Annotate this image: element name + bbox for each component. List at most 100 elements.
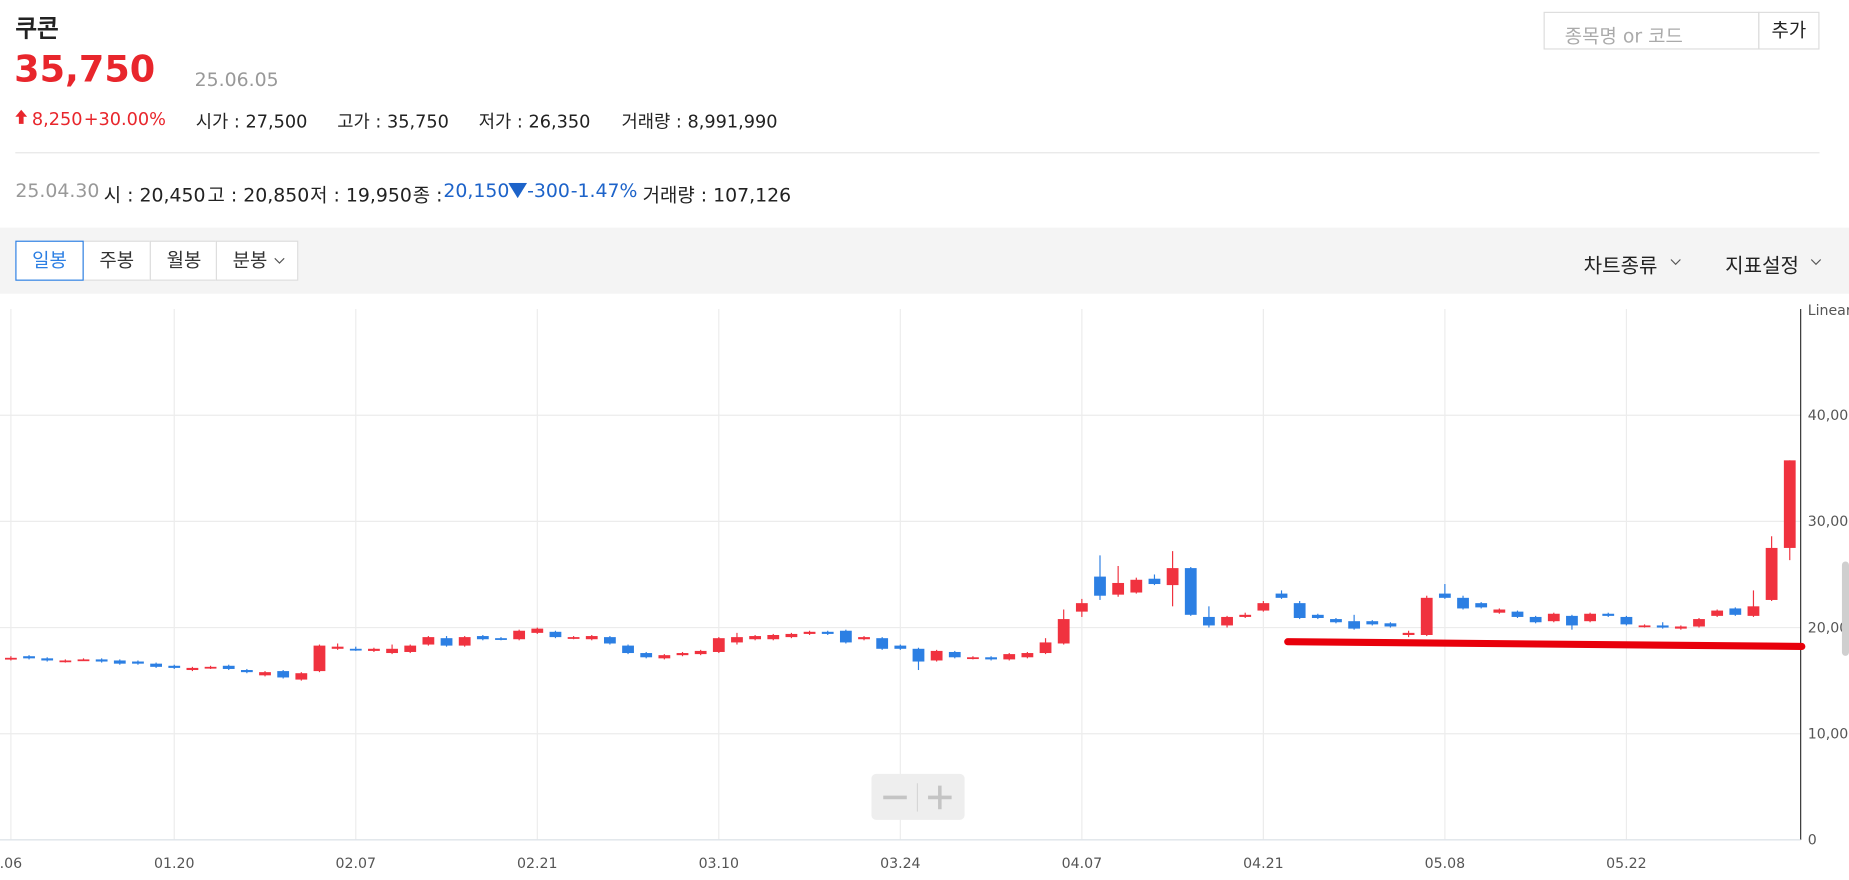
scale-label: Linear [1808, 303, 1849, 319]
candle-body [1475, 603, 1488, 608]
candle-body [1638, 625, 1651, 628]
candle-body [1221, 616, 1233, 626]
candle-body [77, 659, 90, 662]
candle-body [1148, 578, 1161, 585]
candle-body [1311, 614, 1324, 619]
add-button[interactable]: 추가 [1758, 11, 1820, 50]
candle-body [277, 671, 290, 678]
candle-body [1566, 615, 1578, 626]
candle-body [495, 638, 507, 640]
scroll-handle [1841, 561, 1849, 656]
candle-body [1330, 619, 1342, 623]
candle-body [1366, 621, 1379, 625]
candle-body [1457, 597, 1469, 609]
toolbar [0, 227, 1849, 294]
divider [15, 152, 1820, 154]
candle-body [858, 637, 870, 640]
candle-body [4, 657, 17, 660]
candle-body [386, 648, 398, 654]
candle-body [1620, 616, 1633, 625]
candle-body [1656, 625, 1669, 628]
y-tick-label: 0 [1808, 833, 1817, 849]
candle-body [331, 646, 344, 649]
x-tick-label: 02.21 [517, 856, 557, 872]
stat: 고가 : 35,750 [337, 110, 449, 133]
candle-body [604, 637, 616, 644]
candle-body [23, 656, 35, 659]
y-tick-label: 20,000 [1808, 620, 1849, 636]
annotation-line [1284, 638, 1806, 650]
candle-body [1693, 619, 1705, 627]
candle-body [1420, 597, 1433, 635]
candle-body [150, 663, 163, 667]
candle-body [585, 636, 598, 640]
tab[interactable]: 주봉 [82, 240, 151, 281]
candle-body [531, 628, 544, 633]
hover-volume: 거래량 : 107,126 [642, 184, 792, 207]
menu[interactable]: 지표설정 [1725, 254, 1799, 279]
candle-body [912, 648, 925, 662]
candle-body [1402, 632, 1415, 635]
candle-body [622, 645, 634, 654]
candle-body [803, 631, 816, 634]
candle-body [948, 651, 961, 658]
candle-body [1547, 613, 1560, 622]
candle-body [749, 636, 762, 640]
candle-body [1529, 616, 1542, 623]
candle-body [1003, 654, 1016, 660]
candle-body [1275, 593, 1288, 598]
stock-name: 쿠콘 [15, 14, 59, 43]
candle-body [1729, 608, 1742, 615]
x-tick-label: 04.21 [1243, 856, 1283, 872]
change: 8,250 [31, 108, 83, 130]
candle-body [368, 648, 380, 651]
candle-body [1747, 606, 1760, 616]
menu[interactable]: 차트종류 [1583, 254, 1658, 279]
candle-body [1039, 642, 1052, 654]
date: 25.06.05 [194, 68, 279, 91]
candle-body [1184, 568, 1197, 615]
chevron [1670, 259, 1681, 266]
candle-body [404, 645, 417, 652]
tab[interactable]: 월봉 [149, 240, 219, 281]
candle-body [821, 631, 834, 634]
change-pct: +30.00% [83, 108, 166, 130]
candle-body [1203, 616, 1215, 626]
price: 35,750 [14, 48, 156, 91]
x-tick-label: 01.20 [154, 856, 194, 872]
candle-body [712, 638, 725, 652]
candle-body [1293, 603, 1306, 619]
candle-body [876, 638, 889, 649]
candle-body [1765, 547, 1778, 600]
candle-body [567, 637, 580, 639]
up-arrow [15, 109, 28, 124]
candle-body [295, 673, 308, 680]
y-tick-label: 30,000 [1808, 514, 1849, 530]
candle-body [967, 657, 979, 660]
candle-body [785, 633, 798, 638]
search-placeholder: 종목명 or 코드 [1564, 24, 1683, 48]
y-tick-label: 40,000 [1808, 408, 1849, 424]
candle-body [1057, 619, 1070, 644]
candle-body [1075, 603, 1088, 612]
hover-item: 시 : 20,450 [103, 184, 206, 207]
candle-body [440, 638, 453, 646]
candle-body [731, 637, 743, 643]
candle-body [313, 645, 326, 672]
tab[interactable]: 일봉 [15, 240, 84, 281]
candle-body [240, 670, 253, 673]
candle-body [476, 636, 489, 640]
hover-item: 저 : 19,950 [310, 184, 412, 207]
down-arrow [508, 182, 528, 199]
x-tick-label: 05.22 [1606, 856, 1646, 872]
candle-body [168, 665, 181, 668]
candle-body [513, 630, 526, 640]
candle-body [1021, 653, 1034, 658]
candle-body [222, 665, 235, 669]
tab[interactable]: 분봉 [215, 240, 299, 281]
x-tick-label: .06 [0, 856, 22, 872]
candle-body [1166, 568, 1179, 586]
hover-item: 고 : 20,850 [207, 184, 310, 207]
